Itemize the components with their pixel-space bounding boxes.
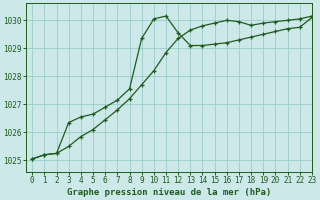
X-axis label: Graphe pression niveau de la mer (hPa): Graphe pression niveau de la mer (hPa) — [67, 188, 271, 197]
